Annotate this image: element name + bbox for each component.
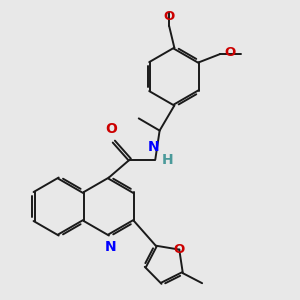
Text: H: H (162, 153, 173, 166)
Text: N: N (148, 140, 160, 154)
Text: O: O (225, 46, 236, 59)
Text: O: O (174, 243, 185, 256)
Text: O: O (164, 10, 175, 23)
Text: N: N (104, 240, 116, 254)
Text: O: O (106, 122, 117, 136)
